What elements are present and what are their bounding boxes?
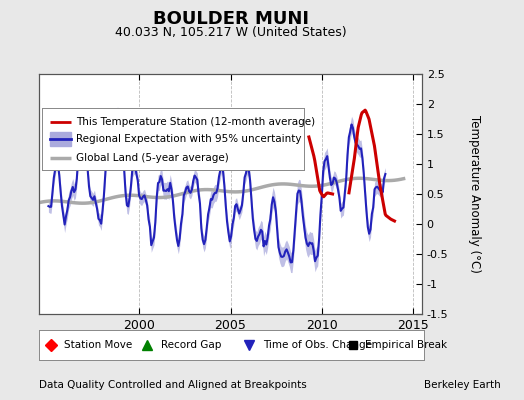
Text: Global Land (5-year average): Global Land (5-year average) — [76, 153, 229, 163]
Y-axis label: Temperature Anomaly (°C): Temperature Anomaly (°C) — [468, 115, 481, 273]
Text: Regional Expectation with 95% uncertainty: Regional Expectation with 95% uncertaint… — [76, 134, 301, 144]
Text: BOULDER MUNI: BOULDER MUNI — [152, 10, 309, 28]
Text: Time of Obs. Change: Time of Obs. Change — [263, 340, 372, 350]
Text: Berkeley Earth: Berkeley Earth — [424, 380, 500, 390]
Text: Data Quality Controlled and Aligned at Breakpoints: Data Quality Controlled and Aligned at B… — [39, 380, 307, 390]
Text: This Temperature Station (12-month average): This Temperature Station (12-month avera… — [76, 117, 315, 127]
Bar — [50, 132, 71, 146]
Text: Record Gap: Record Gap — [161, 340, 221, 350]
Text: Empirical Break: Empirical Break — [365, 340, 447, 350]
Text: 40.033 N, 105.217 W (United States): 40.033 N, 105.217 W (United States) — [115, 26, 346, 39]
Text: Station Move: Station Move — [64, 340, 133, 350]
